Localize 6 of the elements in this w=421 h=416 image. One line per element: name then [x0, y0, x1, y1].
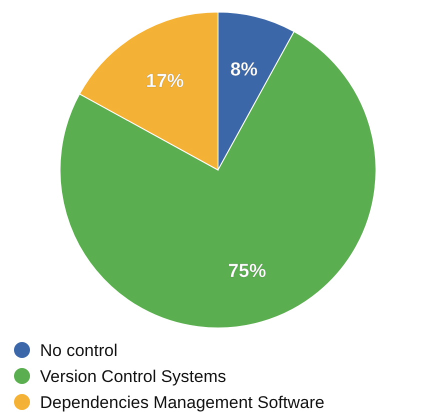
legend-label: Dependencies Management Software — [40, 392, 324, 412]
data-label: 75% — [228, 260, 266, 282]
data-label: 8% — [230, 60, 258, 81]
data-label: 17% — [146, 70, 184, 92]
legend-label: Version Control Systems — [40, 366, 226, 386]
legend-label: No control — [40, 340, 118, 360]
